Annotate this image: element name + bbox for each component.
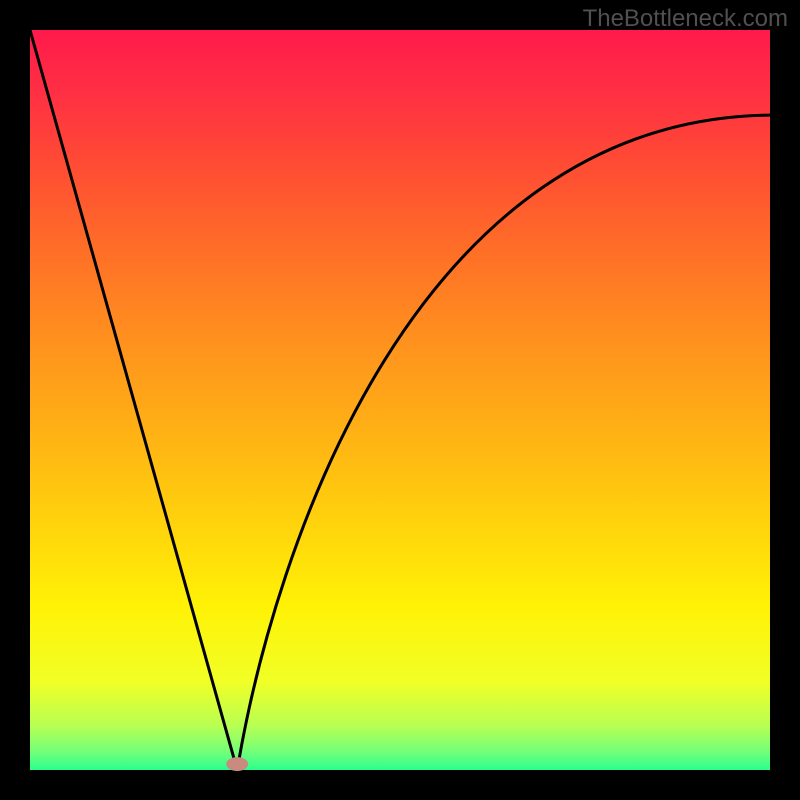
plot-area: [30, 30, 770, 770]
notch-marker: [226, 757, 248, 771]
watermark-text: TheBottleneck.com: [583, 5, 788, 32]
chart-canvas: TheBottleneck.com: [0, 0, 800, 800]
